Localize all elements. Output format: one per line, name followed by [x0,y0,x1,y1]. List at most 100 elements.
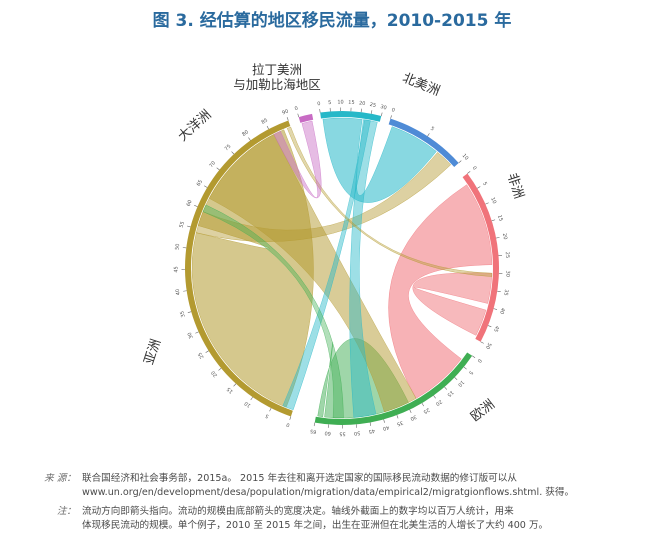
tick-label: 25 [504,252,510,259]
tick-mark [216,167,220,171]
tick-label: 85 [261,118,269,126]
tick-mark [381,112,383,117]
tick-label: 30 [380,104,388,111]
region-label-la: 拉丁美洲 [252,62,302,77]
tick-mark [497,290,501,293]
tick-label: 55 [339,430,345,436]
tick-label: 25 [369,102,376,109]
region-arc-na [388,118,459,167]
tick-mark [187,311,192,313]
tick-mark [286,117,289,121]
tick-label: 5 [467,369,474,375]
tick-mark [409,409,412,413]
note-line-1: 流动方向即箭头指向。流动的规模由底部箭头的宽度决定。轴线外截面上的数字均以百万人… [82,506,514,517]
tick-label: 50 [484,341,492,349]
tick-mark [289,416,292,420]
tick-label: 40 [382,424,390,431]
tick-mark [205,350,209,353]
tick-mark [248,137,251,141]
tick-label: 55 [179,221,186,229]
tick-label: 30 [409,413,417,421]
chart-title: 图 3. 经估算的地区移民流量，2010-2015 年 [152,11,512,31]
region-arcs-layer [185,111,499,425]
tick-mark [421,402,424,407]
tick-label: 15 [496,214,504,222]
tick-label: 35 [179,310,187,318]
tick-label: 50 [354,430,361,437]
tick-mark [231,151,235,155]
tick-mark [444,386,448,390]
tick-label: 0 [471,165,478,171]
region-arc-af [462,173,499,342]
flow-ribbon-af-af [412,272,493,336]
tick-label: 0 [391,107,396,114]
tick-label: 0 [317,101,321,107]
tick-label: 25 [422,406,431,414]
tick-label: 45 [368,427,375,434]
tick-label: 40 [175,288,182,295]
tick-label: 35 [502,289,509,296]
tick-label: 15 [446,389,455,398]
tick-label: 65 [196,179,204,188]
tick-label: 40 [498,307,505,315]
region-label-as: 亚洲 [142,337,164,366]
tick-mark [383,419,385,423]
tick-label: 50 [174,243,181,250]
tick-mark [480,341,484,344]
region-label-eu: 欧洲 [468,397,498,425]
tick-label: 20 [434,398,443,407]
ticks-layer: 0510051015202530354045500510152025303540… [173,99,510,436]
tick-label: 10 [244,400,253,409]
tick-label: 20 [359,100,366,107]
region-label-la: 与加勒比海地区 [233,77,321,92]
note-line-2: 体现移民流动的规模。单个例子，2010 至 2015 年之间，出生在亚洲但在北美… [82,519,549,531]
tick-mark [390,115,392,119]
note-key: 注： [56,506,76,517]
tick-mark [496,237,500,239]
tick-label: 45 [492,325,500,333]
tick-label: 0 [476,358,483,364]
flow-ribbon-af-eu [388,184,493,399]
region-label-af: 非洲 [504,171,526,200]
tick-mark [195,331,199,334]
tick-mark [183,290,187,292]
tick-mark [370,110,373,114]
flow-ribbon-as-eu [208,134,417,413]
tick-mark [487,325,492,328]
tick-label: 60 [186,199,194,207]
tick-label: 0 [294,106,299,113]
tick-label: 25 [197,351,205,360]
tick-mark [204,185,208,188]
tick-mark [233,383,237,387]
tick-label: 20 [501,233,508,240]
tick-mark [463,366,467,370]
flow-ribbon-as-af [286,126,493,277]
tick-mark [454,377,458,381]
tick-label: 10 [489,197,497,205]
flow-ribbon-la-eu [349,119,378,418]
flow-ribbon-oc-as [273,120,322,199]
tick-mark [266,125,269,130]
tick-mark [187,225,191,228]
tick-mark [194,205,198,207]
source-key: 来 源： [44,473,76,484]
tick-mark [458,160,462,164]
tick-mark [297,113,300,118]
tick-label: 60 [324,430,331,437]
tick-label: 5 [265,412,271,419]
tick-label: 10 [456,379,465,388]
tick-label: 5 [328,100,332,106]
tick-label: 5 [481,181,488,187]
tick-mark [493,308,498,310]
tick-label: 10 [461,153,470,162]
tick-label: 75 [224,144,233,153]
flow-ribbon-la-as [282,119,371,411]
region-label-oc: 大洋洲 [175,107,214,144]
ribbons-layer [191,117,493,419]
tick-label: 65 [310,427,317,434]
source-line-1: 联合国经济和社会事务部，2015a。 2015 年去往和离开选定国家的国际移民流… [82,473,517,484]
notes-block: 来 源： 联合国经济和社会事务部，2015a。 2015 年去往和离开选定国家的… [22,472,642,532]
tick-label: 35 [396,419,404,427]
tick-mark [396,414,399,419]
tick-label: 90 [281,109,289,117]
